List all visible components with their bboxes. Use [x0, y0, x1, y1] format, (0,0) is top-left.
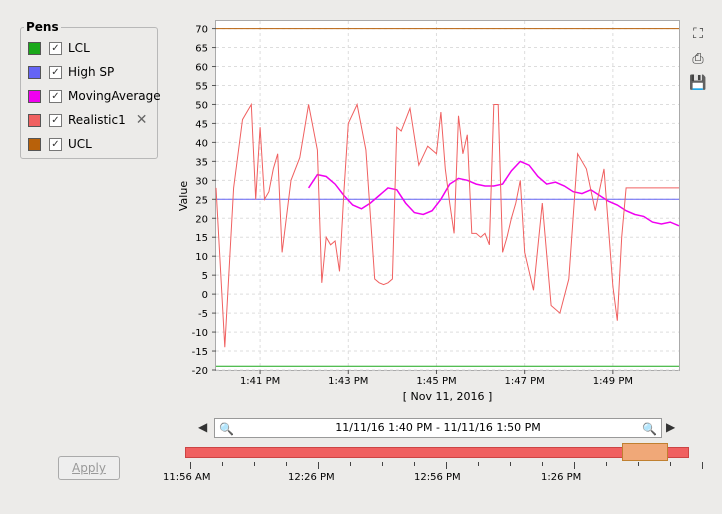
pen-row[interactable]: ✓ MovingAverage — [28, 88, 161, 104]
pen-label: UCL — [68, 137, 92, 151]
pen-checkbox[interactable]: ✓ — [49, 65, 62, 79]
pen-row[interactable]: ✓ Realistic1 ✕ — [28, 112, 147, 128]
y-tick-label: 60 — [195, 63, 208, 74]
timeline-label: 11:56 AM — [163, 472, 211, 483]
y-tick-label: -5 — [198, 309, 208, 320]
range-display: 🔍 11/11/16 1:40 PM - 11/11/16 1:50 PM 🔍 — [214, 418, 662, 438]
zoom-out-icon[interactable]: 🔍 — [219, 422, 234, 436]
timeline-tick — [254, 462, 255, 466]
timeline-tick — [190, 462, 191, 469]
pen-label: MovingAverage — [68, 89, 161, 103]
pen-label: LCL — [68, 41, 90, 55]
x-tick-label: 1:43 PM — [328, 376, 368, 387]
zoom-in-icon[interactable]: 🔍 — [642, 422, 657, 436]
timeline-tick — [350, 462, 351, 466]
timeline-tick — [670, 462, 671, 466]
apply-button[interactable]: Apply — [58, 456, 120, 480]
y-tick-label: 50 — [195, 100, 208, 111]
pen-color-swatch — [28, 89, 41, 103]
y-tick-label: -20 — [192, 366, 208, 377]
save-icon[interactable]: 💾 — [689, 75, 707, 91]
y-tick-label: 15 — [195, 233, 208, 244]
series-line-movingaverage — [307, 160, 680, 227]
y-tick-label: 65 — [195, 44, 208, 55]
pens-panel — [20, 27, 158, 159]
timeline-tick — [382, 462, 383, 466]
timeline-tick — [574, 462, 575, 469]
y-tick-label: -15 — [192, 347, 208, 358]
y-tick-label: 5 — [202, 271, 208, 282]
trend-chart: -20 -15 -10 -5 0 5 10 15 20 25 30 35 40 45 50 55 60 65 70 1… — [177, 21, 680, 403]
timeline-tick — [286, 462, 287, 466]
reset-zoom-icon[interactable]: ⛶ — [693, 26, 703, 42]
pen-row[interactable]: ✓ UCL — [28, 136, 92, 152]
print-icon[interactable]: ⎙ — [692, 51, 704, 67]
y-tick-label: 0 — [202, 290, 208, 301]
timeline-range-handle[interactable] — [622, 443, 668, 461]
timeline-tick — [318, 462, 319, 469]
y-tick-label: 20 — [195, 214, 208, 225]
pen-color-swatch — [28, 137, 41, 151]
timeline-label: 1:26 PM — [541, 472, 582, 483]
pen-checkbox[interactable]: ✓ — [49, 137, 62, 151]
y-tick-label: 10 — [195, 252, 208, 263]
y-axis-label: Value — [177, 181, 190, 211]
timeline-tick — [478, 462, 479, 466]
x-tick-label: 1:47 PM — [505, 376, 545, 387]
series-line-realistic1 — [215, 102, 679, 348]
timeline-bar[interactable] — [185, 447, 689, 458]
y-tick-label: 45 — [195, 119, 208, 130]
range-text: 11/11/16 1:40 PM - 11/11/16 1:50 PM — [335, 421, 541, 434]
remove-pen-icon[interactable]: ✕ — [135, 112, 148, 128]
y-tick-label: -10 — [192, 328, 208, 339]
timeline-tick — [222, 462, 223, 466]
y-tick-label: 55 — [195, 81, 208, 92]
pen-label: Realistic1 — [68, 113, 126, 127]
next-range-button[interactable]: ▶ — [666, 420, 676, 434]
pen-checkbox[interactable]: ✓ — [49, 41, 62, 55]
x-tick-label: 1:49 PM — [593, 376, 633, 387]
timeline-tick — [702, 462, 703, 469]
pen-row[interactable]: ✓ LCL — [28, 40, 90, 56]
pen-checkbox[interactable]: ✓ — [49, 89, 62, 103]
x-axis-label: [ Nov 11, 2016 ] — [403, 390, 493, 403]
pen-row[interactable]: ✓ High SP — [28, 64, 114, 80]
prev-range-button[interactable]: ◀ — [198, 420, 208, 434]
timeline-label: 12:56 PM — [414, 472, 461, 483]
pen-checkbox[interactable]: ✓ — [49, 113, 62, 127]
timeline-tick — [606, 462, 607, 466]
y-tick-label: 70 — [195, 25, 208, 36]
pen-color-swatch — [28, 41, 41, 55]
y-tick-label: 30 — [195, 176, 208, 187]
y-tick-label: 40 — [195, 138, 208, 149]
pen-color-swatch — [28, 65, 41, 79]
timeline-tick — [414, 462, 415, 466]
x-tick-label: 1:41 PM — [240, 376, 280, 387]
x-tick-label: 1:45 PM — [416, 376, 456, 387]
timeline-tick — [446, 462, 447, 469]
pen-label: High SP — [68, 65, 115, 79]
timeline-tick — [542, 462, 543, 466]
timeline-tick — [638, 462, 639, 466]
y-tick-label: 35 — [195, 157, 208, 168]
pens-title: Pens — [24, 20, 61, 34]
pen-color-swatch — [28, 113, 41, 127]
timeline-tick — [510, 462, 511, 466]
y-tick-label: 25 — [195, 195, 208, 206]
plot-area[interactable] — [215, 20, 680, 371]
timeline-label: 12:26 PM — [288, 472, 335, 483]
